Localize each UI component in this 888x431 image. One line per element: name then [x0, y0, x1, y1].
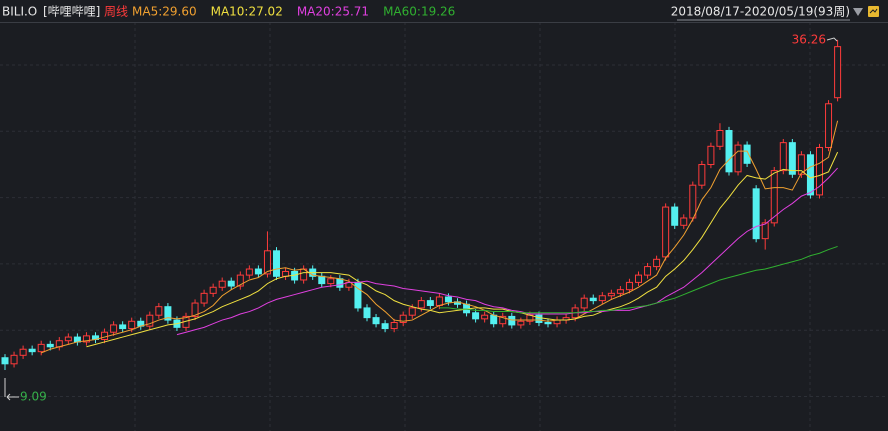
candle-body — [644, 266, 652, 276]
candle-body — [110, 324, 118, 333]
candle-body — [200, 292, 208, 304]
max-label: 36.26 — [792, 33, 826, 47]
candle-body — [399, 314, 407, 323]
ma-line — [439, 245, 838, 314]
candle-body — [806, 154, 814, 196]
candle-body — [191, 302, 199, 317]
legend-entry: MA5:29.60 — [132, 5, 197, 19]
candle-body — [128, 320, 136, 330]
candle-body — [155, 306, 163, 316]
candle-body — [598, 295, 606, 302]
candle-body — [363, 307, 371, 319]
candle-body — [119, 324, 127, 330]
date-range[interactable]: 2018/08/17-2020/05/19(93周) — [671, 5, 850, 19]
min-pointer — [4, 378, 19, 401]
candle-body — [1, 357, 9, 365]
legend-entry: MA20:25.71 — [297, 5, 369, 19]
candle-body — [46, 343, 54, 348]
candle-body — [508, 315, 516, 326]
candle-body — [607, 292, 615, 297]
candle-body — [662, 206, 670, 258]
candle-body — [671, 206, 679, 226]
symbol: BILI.O — [2, 5, 37, 19]
candle-body — [544, 321, 552, 325]
candle-body — [834, 46, 842, 99]
min-label: 9.09 — [20, 390, 47, 404]
candle-body — [770, 170, 778, 224]
candle-body — [28, 348, 36, 353]
candle-body — [381, 323, 389, 330]
candle-body — [689, 184, 697, 219]
candle-body — [797, 154, 805, 175]
candle-body — [64, 336, 72, 342]
ma-line — [41, 120, 839, 354]
candle-body — [725, 130, 733, 173]
candle-body — [499, 315, 507, 325]
candle-body — [635, 274, 642, 283]
candle-body — [680, 217, 688, 226]
candle-body — [698, 164, 706, 186]
candle-body — [209, 286, 217, 294]
candle-body — [653, 258, 661, 268]
candle-body — [318, 275, 326, 285]
stock-name: [哔哩哔哩] — [43, 5, 100, 19]
candle-body — [716, 130, 724, 147]
candle-body — [734, 144, 742, 173]
period: 周线 — [104, 5, 128, 19]
candle-body — [146, 314, 154, 327]
candle-body — [19, 348, 27, 356]
candle-body — [435, 296, 443, 306]
legend-entry: MA10:27.02 — [211, 5, 283, 19]
candle-body — [236, 274, 244, 287]
candle-body — [625, 281, 633, 291]
candle-body — [82, 335, 90, 343]
candle-body — [752, 188, 760, 240]
candle-body — [336, 278, 344, 288]
candle-body — [372, 317, 380, 325]
candle-body — [37, 343, 45, 353]
candle-body — [707, 145, 715, 166]
candle-body — [254, 268, 262, 275]
candle-body — [825, 103, 833, 149]
candle-body — [426, 300, 434, 306]
candle-body — [218, 280, 226, 288]
candle-body — [444, 296, 452, 303]
candle-body — [743, 144, 751, 164]
candle-body — [490, 314, 498, 325]
candle-body — [535, 314, 543, 323]
candle-body — [517, 320, 525, 326]
candle-body — [779, 142, 787, 172]
candle-body — [580, 297, 588, 309]
dropdown-arrow[interactable] — [853, 8, 863, 16]
candle-body — [616, 289, 624, 294]
max-pointer — [826, 37, 838, 42]
candle-body — [227, 280, 235, 287]
candle-body — [761, 222, 769, 240]
settings-icon-glyph — [869, 8, 878, 14]
candle-body — [263, 250, 271, 275]
candle-body — [417, 300, 425, 309]
ma-line — [176, 167, 838, 336]
ma-line — [86, 151, 839, 348]
candle-body — [245, 268, 253, 276]
plot-area — [1, 39, 842, 371]
candle-body — [390, 321, 398, 330]
candle-body — [481, 314, 489, 320]
candle-body — [589, 297, 597, 302]
legend-entry: MA60:19.26 — [383, 5, 455, 19]
candle-body — [816, 147, 823, 196]
candle-body — [101, 331, 109, 341]
candle-body — [164, 306, 172, 321]
candle-body — [472, 312, 480, 320]
candle-body — [273, 250, 280, 277]
candle-body — [327, 278, 335, 285]
candle-body — [10, 354, 18, 365]
settings-icon[interactable] — [868, 6, 879, 17]
candle-body — [788, 142, 796, 175]
candle-body — [408, 307, 416, 316]
